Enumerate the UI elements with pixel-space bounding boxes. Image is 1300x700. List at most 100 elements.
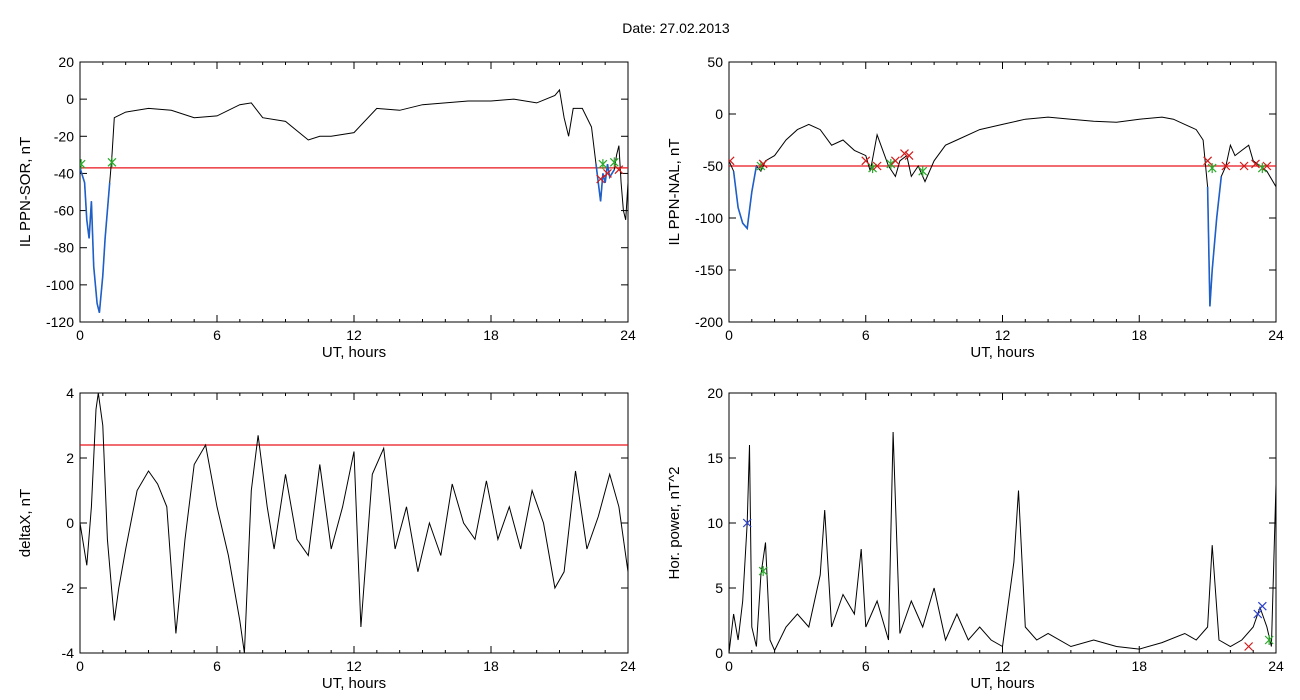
series-line-0 <box>729 116 1276 307</box>
y-tick-label: 20 <box>58 54 74 70</box>
x-tick-label: 24 <box>1268 327 1284 343</box>
y-axis-label: deltaX, nT <box>17 489 34 557</box>
marker-stroke <box>603 169 612 178</box>
x-axis-label: UT, hours <box>322 675 386 692</box>
marker-stroke <box>872 161 882 171</box>
marker-green-cross <box>1257 163 1267 174</box>
x-tick-label: 18 <box>483 658 499 674</box>
marker-stroke <box>1239 161 1249 171</box>
marker-red-cross <box>758 159 768 169</box>
marker-green-cross <box>107 157 117 168</box>
marker-stroke <box>1251 159 1260 169</box>
y-tick-label: -100 <box>695 210 723 226</box>
x-tick-label: 24 <box>620 327 636 343</box>
marker-stroke <box>596 174 606 184</box>
y-tick-label: 0 <box>715 106 723 122</box>
y-tick-label: -4 <box>62 645 75 661</box>
marker-red-cross <box>904 151 914 161</box>
x-tick-label: 6 <box>862 658 870 674</box>
marker-stroke <box>890 156 900 166</box>
y-axis-label: Hor. power, nT^2 <box>666 467 683 580</box>
highlight-segment-1 <box>595 163 615 202</box>
x-tick-label: 18 <box>1131 658 1147 674</box>
marker-green-cross <box>886 158 896 169</box>
marker-stroke <box>904 151 914 161</box>
x-tick-label: 6 <box>862 327 870 343</box>
marker-green-cross <box>868 163 878 174</box>
plot-area <box>80 393 628 653</box>
x-tick-label: 12 <box>346 327 362 343</box>
marker-red-cross <box>900 149 909 158</box>
marker-stroke <box>1221 161 1231 171</box>
marker-stroke <box>729 156 735 163</box>
marker-green-cross <box>598 159 608 170</box>
plot-area <box>80 88 628 313</box>
y-tick-label: -100 <box>46 277 74 293</box>
marker-stroke <box>758 159 768 169</box>
x-axis-label: UT, hours <box>970 675 1034 692</box>
y-tick-label: -200 <box>695 314 723 330</box>
marker-red-cross <box>861 156 871 166</box>
highlight-segment-0 <box>732 165 758 231</box>
y-axis-label: IL PPN-NAL, nT <box>666 139 683 246</box>
marker-blue-cross <box>1257 601 1267 611</box>
x-tick-label: 24 <box>1268 658 1284 674</box>
y-tick-label: 20 <box>707 385 723 401</box>
marker-green-cross <box>918 166 928 177</box>
x-tick-label: 12 <box>995 327 1011 343</box>
marker-stroke <box>1257 601 1267 611</box>
marker-red-cross <box>890 156 900 166</box>
marker-red-cross <box>596 174 606 184</box>
y-tick-label: -120 <box>46 314 74 330</box>
x-tick-label: 0 <box>76 327 84 343</box>
series-line-0 <box>80 88 597 313</box>
chart-power: 0 6 12 18 24 0 5 10 15 20 UT, hours Hor. power, nT^… <box>666 385 1284 692</box>
marker-stroke <box>1244 642 1254 651</box>
x-tick-label: 6 <box>213 327 221 343</box>
marker-stroke <box>614 165 624 175</box>
y-tick-label: -2 <box>62 580 75 596</box>
y-tick-label: 2 <box>66 450 74 466</box>
series-line-0 <box>729 431 1276 653</box>
y-tick-label: -40 <box>54 165 74 181</box>
marker-blue-cross <box>1253 609 1263 619</box>
marker-green-cross <box>758 566 768 577</box>
y-tick-label: 10 <box>707 515 723 531</box>
marker-stroke <box>861 156 871 166</box>
y-tick-label: -80 <box>54 240 74 256</box>
marker-red-cross <box>729 156 735 166</box>
marker-red-cross <box>872 161 882 171</box>
x-tick-label: 12 <box>346 658 362 674</box>
plot-area <box>729 431 1276 653</box>
highlight-segment-0 <box>80 167 111 313</box>
marker-red-cross <box>1262 161 1272 171</box>
y-tick-label: 0 <box>715 645 723 661</box>
figure-title: Date: 27.02.2013 <box>622 20 730 36</box>
x-axis-label: UT, hours <box>970 344 1034 361</box>
x-tick-label: 12 <box>995 658 1011 674</box>
marker-stroke <box>742 518 752 528</box>
axes-frame <box>728 61 1277 323</box>
marker-red-cross <box>1251 159 1260 169</box>
y-tick-label: 50 <box>707 54 723 70</box>
marker-stroke <box>1203 156 1213 166</box>
y-tick-label: 5 <box>715 580 723 596</box>
y-tick-label: -60 <box>54 203 74 219</box>
marker-red-cross <box>1244 642 1254 651</box>
y-tick-label: -50 <box>703 158 723 174</box>
marker-red-cross <box>603 169 612 178</box>
y-tick-label: 15 <box>707 450 723 466</box>
axes-frame <box>728 392 1277 654</box>
x-tick-label: 0 <box>76 658 84 674</box>
x-tick-label: 24 <box>620 658 636 674</box>
x-tick-label: 6 <box>213 658 221 674</box>
y-tick-label: 0 <box>66 91 74 107</box>
marker-green-cross <box>609 157 619 168</box>
chart-nal: 0 6 12 18 24 -200 -150 -100 -50 0 50 UT, hours IL PP… <box>666 54 1284 361</box>
x-tick-label: 18 <box>483 327 499 343</box>
chart-sor: 0 6 12 18 24 -120 -100 -80 -60 -40 -20 0 20 UT, hours… <box>17 54 636 361</box>
marker-red-cross <box>614 165 624 175</box>
